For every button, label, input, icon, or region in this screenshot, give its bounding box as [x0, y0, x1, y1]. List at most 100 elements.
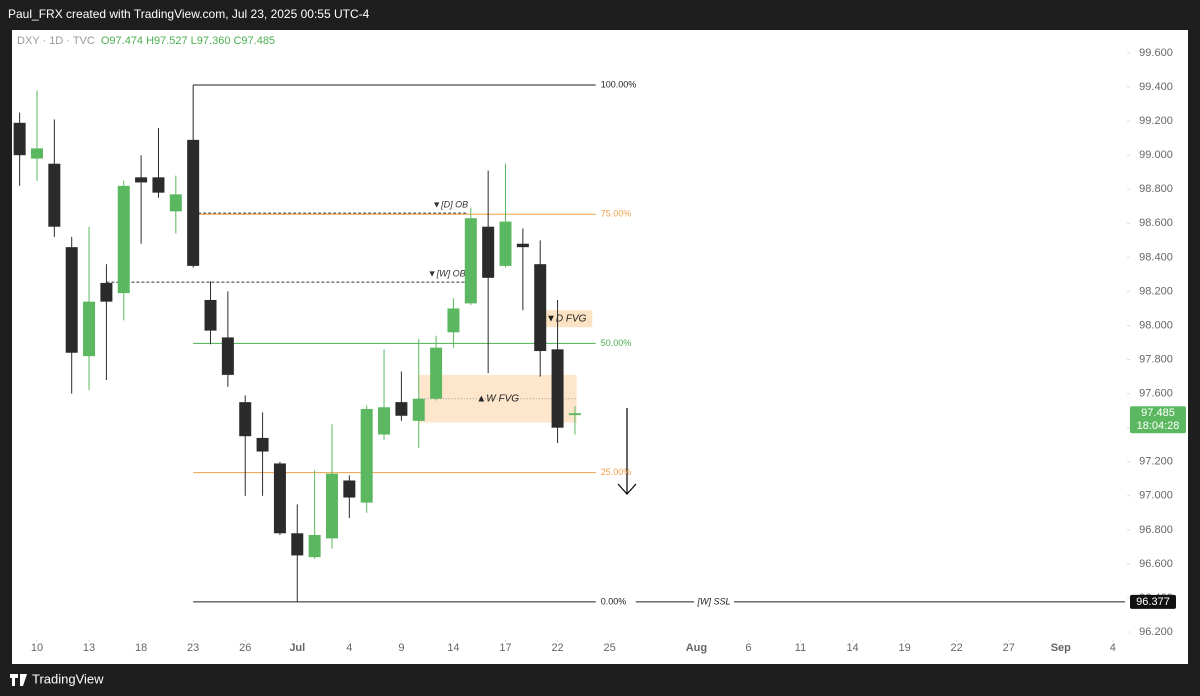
- candle-body: [30, 148, 43, 159]
- y-tick-label: 99.600: [1139, 47, 1173, 59]
- y-tick-label: 97.600: [1139, 388, 1173, 400]
- ssl-label: [W] SSL: [696, 596, 730, 606]
- candle-body: [117, 185, 130, 294]
- y-tick-label: 99.200: [1139, 115, 1173, 127]
- x-tick-label: 27: [1003, 642, 1015, 654]
- candle-body: [13, 122, 26, 156]
- candle-body: [447, 308, 460, 333]
- legend-key: C: [233, 35, 241, 47]
- footer-logo: [10, 674, 27, 686]
- x-tick-label: 14: [447, 642, 459, 654]
- x-tick-label: 26: [239, 642, 251, 654]
- legend-value: 97.474: [109, 35, 143, 47]
- candle-body: [65, 247, 78, 353]
- fib-label: 25.00%: [601, 467, 632, 477]
- x-tick-label: 17: [499, 642, 511, 654]
- y-tick-label: 98.000: [1139, 319, 1173, 331]
- candle-body: [308, 534, 321, 558]
- y-tick-label: 96.200: [1139, 626, 1173, 638]
- candle-body: [395, 402, 408, 416]
- fib-label: 75.00%: [601, 209, 632, 219]
- footer: TradingView: [32, 671, 104, 686]
- fib-label: 0.00%: [601, 596, 627, 606]
- x-tick-label: 4: [1110, 642, 1116, 654]
- legend-value: 97.360: [197, 35, 231, 47]
- logo: [10, 674, 27, 686]
- x-tick-label: 11: [795, 642, 806, 654]
- header: Paul_FRX created with TradingView.com, J…: [8, 7, 370, 21]
- fvg-label: ▲W FVG: [476, 393, 519, 404]
- candle-body: [273, 463, 286, 534]
- y-tick-label: 96.600: [1139, 558, 1173, 570]
- candle-body: [568, 413, 581, 416]
- candle-body: [499, 221, 512, 266]
- x-tick-label: 22: [951, 642, 963, 654]
- candle-body: [152, 177, 165, 193]
- x-tick-label: 22: [551, 642, 563, 654]
- x-tick-label: 4: [346, 642, 352, 654]
- x-tick-label: 18: [135, 642, 147, 654]
- x-tick-label: Aug: [686, 642, 707, 654]
- x-tick-label: 19: [898, 642, 910, 654]
- candle-body: [256, 437, 269, 452]
- candle-body: [325, 473, 338, 539]
- x-tick-label: Sep: [1051, 642, 1071, 654]
- y-tick-label: 98.400: [1139, 251, 1173, 263]
- candle-body: [100, 282, 113, 302]
- fvg-label: ▼D FVG: [546, 313, 587, 324]
- candle-body: [360, 408, 373, 503]
- candle-body: [343, 480, 356, 498]
- candle-body: [534, 264, 547, 352]
- fib-label: 50.00%: [601, 338, 632, 348]
- y-tick-label: 96.800: [1139, 524, 1173, 536]
- countdown-label: 18:04:28: [1137, 420, 1180, 432]
- candle-body: [48, 163, 61, 227]
- last-price-box: [1130, 406, 1186, 434]
- arrow-head: [617, 483, 637, 495]
- legend-value: 97.527: [154, 35, 188, 47]
- x-tick-label: 6: [745, 642, 751, 654]
- chart-area: [12, 30, 1188, 664]
- y-tick-label: 99.400: [1139, 81, 1173, 93]
- y-tick-label: 98.800: [1139, 183, 1173, 195]
- legend-key: O: [101, 35, 110, 47]
- legend-symbol: DXY · 1D · TVC: [17, 35, 95, 47]
- candle-body: [551, 349, 564, 428]
- x-tick-label: 14: [846, 642, 858, 654]
- y-tick-label: 98.200: [1139, 285, 1173, 297]
- legend-value: 97.485: [241, 35, 275, 47]
- y-tick-label: 98.600: [1139, 217, 1173, 229]
- last-price-label: 97.485: [1141, 407, 1175, 419]
- candle-body: [169, 194, 182, 212]
- candle-body: [482, 226, 495, 278]
- legend: DXY · 1D · TVC O97.474 H97.527 L97.360 C97.4…: [17, 35, 275, 47]
- ob-label: ▼[D] OB: [432, 199, 468, 209]
- legend-key: H: [146, 35, 154, 47]
- candle-body: [464, 218, 477, 304]
- candle-body: [135, 177, 148, 183]
- ssl-label-bg: [694, 595, 734, 608]
- y-tick-label: 99.000: [1139, 149, 1173, 161]
- candle-body: [221, 337, 234, 375]
- y-tick-label: 97.000: [1139, 490, 1173, 502]
- candle-body: [83, 301, 96, 357]
- down-arrow: [617, 408, 637, 495]
- fib-label: 100.00%: [601, 79, 637, 89]
- candle-body: [430, 347, 443, 399]
- candle-body: [412, 398, 425, 421]
- y-tick-label: 97.800: [1139, 353, 1173, 365]
- y-tick-label: 97.200: [1139, 456, 1173, 468]
- x-tick-label: 23: [187, 642, 199, 654]
- candle-body: [187, 139, 200, 266]
- fvg-box: [540, 310, 593, 328]
- ssl-price-label: 96.377: [1136, 596, 1170, 608]
- candle-body: [239, 402, 252, 437]
- x-tick-label: Jul: [289, 642, 305, 654]
- x-tick-label: 25: [604, 642, 616, 654]
- x-tick-label: 13: [83, 642, 95, 654]
- candle-body: [291, 533, 304, 556]
- candle-body: [204, 299, 217, 331]
- candle-body: [516, 243, 529, 248]
- ssl-price-box: [1130, 594, 1176, 609]
- x-tick-label: 10: [31, 642, 43, 654]
